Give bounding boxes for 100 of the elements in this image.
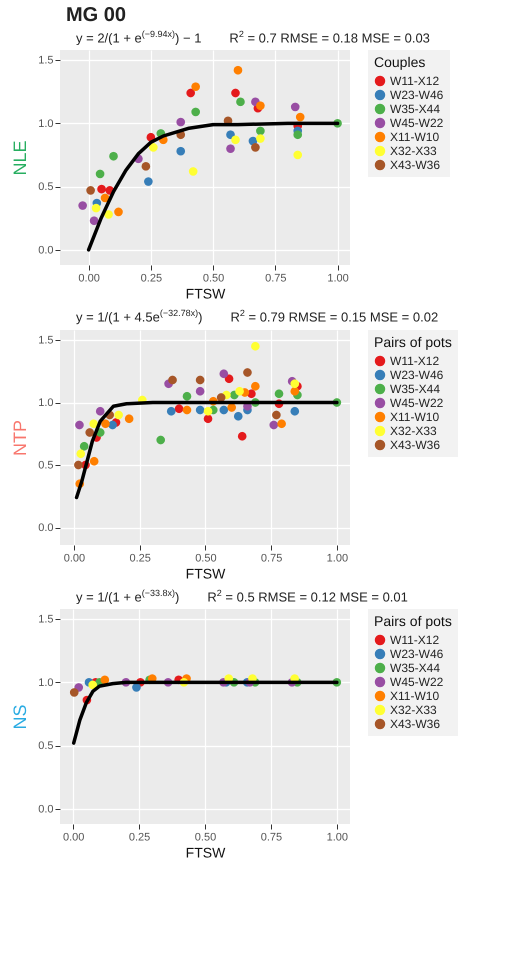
- y-axis-title: NTP: [10, 420, 30, 456]
- point: [191, 82, 200, 92]
- legend-label: W45-W22: [390, 116, 444, 130]
- point: [186, 89, 196, 98]
- point: [76, 449, 86, 458]
- point: [124, 414, 134, 423]
- x-tick-label: 0.00: [78, 272, 100, 285]
- point: [235, 386, 244, 396]
- point: [144, 178, 153, 186]
- point: [104, 210, 113, 220]
- point: [114, 208, 123, 217]
- point: [191, 108, 200, 117]
- legend-label: X11-W10: [390, 130, 440, 144]
- point: [86, 186, 95, 196]
- point: [196, 405, 204, 414]
- legend-label: W23-W46: [390, 88, 444, 102]
- legend-label: W23-W46: [390, 646, 444, 661]
- point: [78, 202, 87, 210]
- x-tick-label: 0.75: [260, 831, 282, 844]
- point: [231, 136, 240, 144]
- y-tick-label: 0.5: [38, 459, 54, 472]
- legend-title: Pairs of pots: [374, 334, 452, 350]
- point: [97, 185, 106, 194]
- y-tick-label: 0.0: [38, 244, 54, 257]
- point: [269, 420, 278, 429]
- point: [90, 216, 98, 226]
- y-tick-label: 1.0: [38, 396, 54, 409]
- legend-label: X32-X33: [390, 424, 438, 438]
- legend-label: W35-X44: [390, 660, 440, 675]
- point: [132, 683, 141, 692]
- x-axis-title: FTSW: [186, 565, 226, 582]
- point: [182, 392, 192, 400]
- y-tick-label: 1.5: [38, 54, 54, 67]
- point: [216, 392, 226, 402]
- x-tick-label: 0.00: [64, 552, 86, 564]
- point: [85, 428, 94, 436]
- point: [204, 414, 212, 423]
- point: [166, 406, 176, 416]
- point: [142, 162, 150, 172]
- point: [236, 98, 245, 107]
- point: [277, 419, 286, 428]
- legend-label: W45-W22: [390, 674, 444, 689]
- point: [92, 204, 100, 213]
- point: [89, 419, 98, 428]
- legend-label: X43-W36: [390, 438, 440, 452]
- text: y = 1/(1 + e$^{(−33.8x)}$): [76, 588, 180, 604]
- point: [290, 406, 300, 416]
- legend-label: W35-X44: [390, 382, 440, 396]
- y-tick-label: 0.0: [38, 522, 54, 534]
- point: [196, 386, 204, 396]
- point: [75, 420, 84, 429]
- point: [290, 386, 300, 396]
- point: [176, 118, 186, 127]
- y-tick-label: 1.5: [38, 614, 54, 626]
- point: [234, 412, 243, 420]
- point: [101, 419, 110, 428]
- point: [251, 382, 260, 390]
- point: [96, 170, 104, 179]
- x-tick-label: 0.25: [129, 552, 151, 564]
- point: [174, 404, 184, 413]
- legend-label: X11-W10: [390, 688, 440, 703]
- point: [224, 374, 234, 383]
- point: [256, 126, 265, 136]
- point: [234, 66, 242, 75]
- point: [196, 375, 204, 384]
- legend-label: X11-W10: [390, 410, 440, 424]
- legend-label: W11-X12: [390, 74, 440, 88]
- legend-label: W11-X12: [390, 354, 440, 368]
- text: y = 1/(1 + 4.5e$^{(−32.78x)}$): [76, 308, 202, 325]
- legend-label: W35-X44: [390, 102, 440, 116]
- point: [109, 152, 118, 161]
- point: [188, 167, 198, 176]
- x-axis-title: FTSW: [186, 844, 226, 860]
- x-tick-label: 1.00: [326, 831, 348, 844]
- x-tick-label: 0.00: [62, 831, 84, 844]
- y-tick-label: 1.0: [38, 676, 54, 689]
- point: [290, 102, 300, 112]
- y-tick-label: 1.0: [38, 118, 54, 130]
- point: [100, 675, 110, 684]
- y-tick-label: 0.5: [38, 740, 54, 752]
- point: [226, 144, 235, 154]
- point: [219, 369, 228, 378]
- legend-title: Pairs of pots: [374, 612, 452, 629]
- x-tick-label: 0.75: [265, 272, 287, 285]
- y-axis-title: NS: [10, 704, 30, 730]
- legend-label: W23-W46: [390, 368, 444, 382]
- point: [293, 130, 302, 140]
- point: [74, 460, 83, 469]
- x-tick-label: 1.00: [327, 272, 349, 285]
- y-axis-title: NLE: [10, 140, 30, 176]
- point: [251, 143, 260, 152]
- point: [108, 420, 117, 429]
- point: [219, 405, 228, 414]
- legend-label: X32-X33: [390, 702, 438, 717]
- x-tick-label: 0.50: [194, 831, 216, 844]
- x-axis-title: FTSW: [186, 286, 226, 302]
- legend-label: X43-W36: [390, 158, 440, 172]
- point: [168, 375, 177, 384]
- point: [296, 113, 305, 122]
- x-tick-label: 1.00: [326, 552, 348, 564]
